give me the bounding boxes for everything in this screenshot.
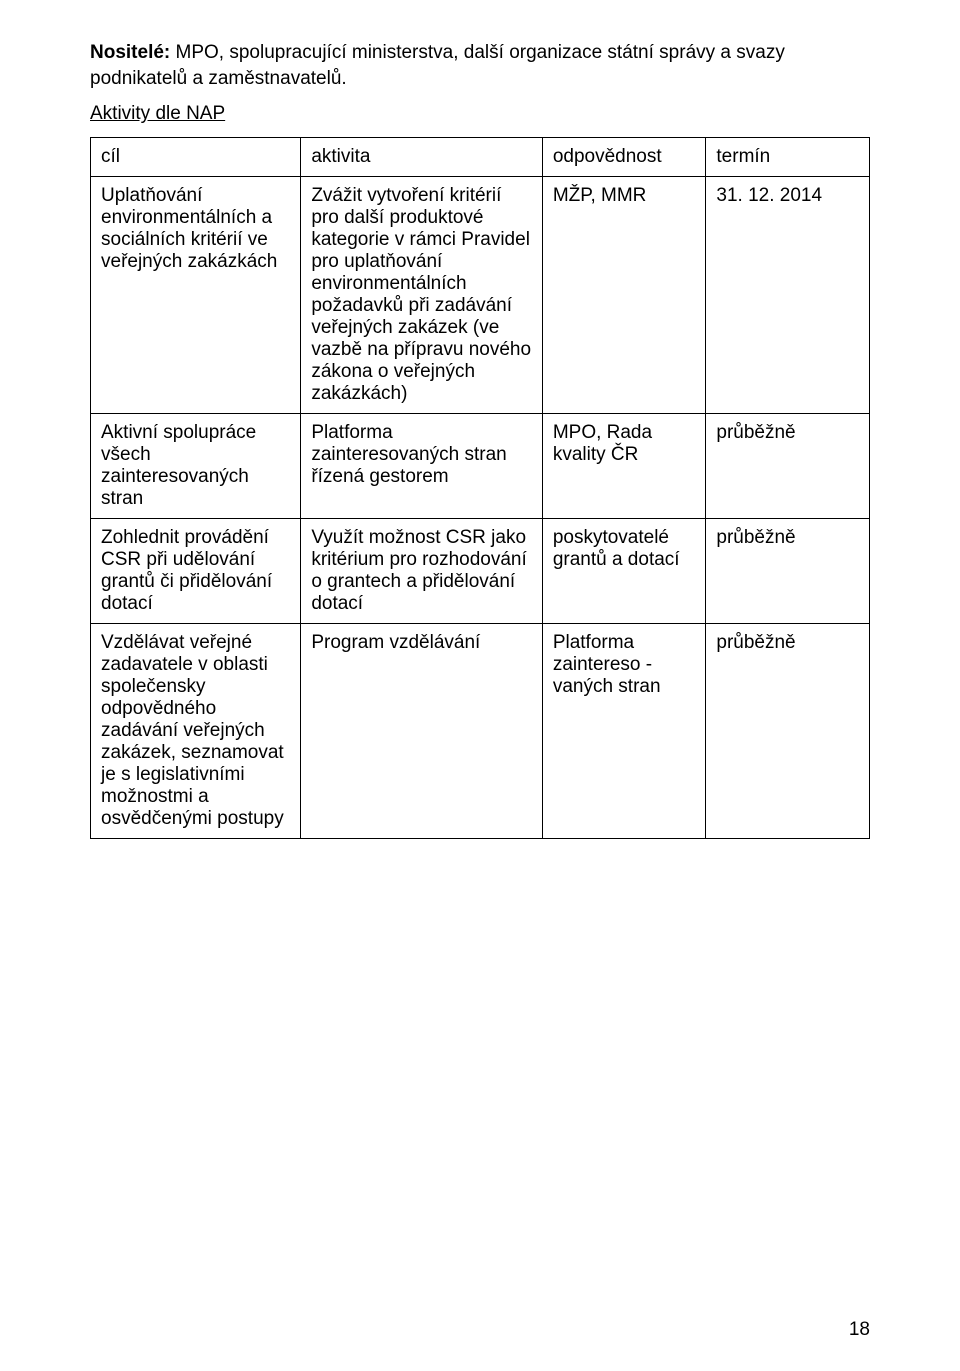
cell-termin: průběžně — [706, 624, 870, 839]
cell-odpovednost: Platforma zaintereso - vaných stran — [542, 624, 706, 839]
cell-cil: Aktivní spolupráce všech zainteresovanýc… — [91, 414, 301, 519]
table-row: Uplatňování environmentálních a sociální… — [91, 177, 870, 414]
cell-termin: průběžně — [706, 519, 870, 624]
intro-paragraph: Nositelé: MPO, spolupracující ministerst… — [90, 40, 870, 91]
cell-odpovednost: MŽP, MMR — [542, 177, 706, 414]
col-header-termin: termín — [706, 138, 870, 177]
intro-label: Nositelé: — [90, 42, 170, 63]
table-row: Aktivní spolupráce všech zainteresovanýc… — [91, 414, 870, 519]
table-row: Zohlednit provádění CSR při udělování gr… — [91, 519, 870, 624]
cell-cil: Vzdělávat veřejné zadavatele v oblasti s… — [91, 624, 301, 839]
cell-odpovednost: poskytovatelé grantů a dotací — [542, 519, 706, 624]
cell-odpovednost: MPO, Rada kvality ČR — [542, 414, 706, 519]
col-header-odpovednost: odpovědnost — [542, 138, 706, 177]
cell-aktivita: Využít možnost CSR jako kritérium pro ro… — [301, 519, 542, 624]
page-number: 18 — [849, 1319, 870, 1341]
cell-cil: Uplatňování environmentálních a sociální… — [91, 177, 301, 414]
cell-cil: Zohlednit provádění CSR při udělování gr… — [91, 519, 301, 624]
col-header-aktivita: aktivita — [301, 138, 542, 177]
subheading: Aktivity dle NAP — [90, 103, 870, 125]
table-row: Vzdělávat veřejné zadavatele v oblasti s… — [91, 624, 870, 839]
cell-termin: průběžně — [706, 414, 870, 519]
cell-termin: 31. 12. 2014 — [706, 177, 870, 414]
intro-text: MPO, spolupracující ministerstva, další … — [90, 42, 785, 89]
col-header-cil: cíl — [91, 138, 301, 177]
cell-aktivita: Platforma zainteresovaných stran řízená … — [301, 414, 542, 519]
cell-aktivita: Program vzdělávání — [301, 624, 542, 839]
cell-aktivita: Zvážit vytvoření kritérií pro další prod… — [301, 177, 542, 414]
nap-table: cíl aktivita odpovědnost termín Uplatňov… — [90, 137, 870, 839]
table-header-row: cíl aktivita odpovědnost termín — [91, 138, 870, 177]
page: Nositelé: MPO, spolupracující ministerst… — [0, 0, 960, 1371]
